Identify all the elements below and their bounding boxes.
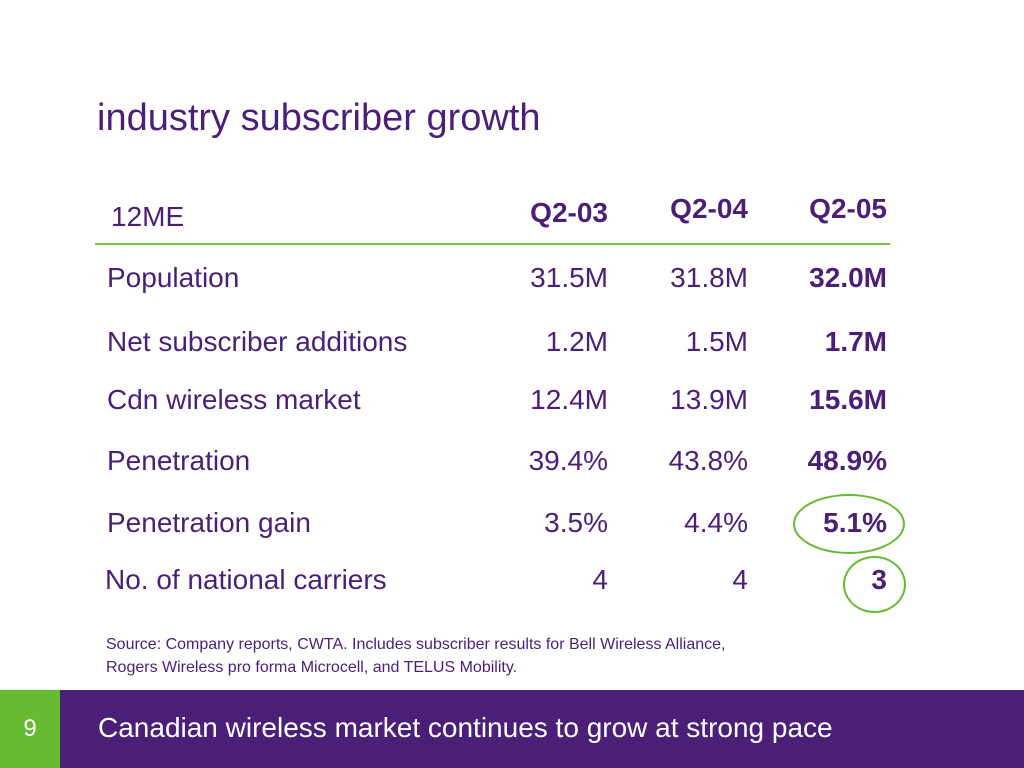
header-divider bbox=[95, 243, 890, 245]
table-cell-highlight: 1.7M bbox=[824, 326, 887, 357]
table-cell: 4 bbox=[732, 564, 748, 595]
page-number: 9 bbox=[0, 690, 60, 768]
source-note: Source: Company reports, CWTA. Includes … bbox=[106, 633, 906, 679]
table-header-label: 12ME bbox=[111, 201, 185, 232]
column-header-q2-03: Q2-03 bbox=[530, 197, 608, 228]
table-cell: 1.5M bbox=[685, 326, 748, 357]
footer-bar: 9 Canadian wireless market continues to … bbox=[0, 690, 1024, 768]
table-cell: 43.8% bbox=[668, 445, 748, 476]
table-cell: 4 bbox=[592, 564, 608, 595]
column-header-q2-05: Q2-05 bbox=[809, 193, 887, 224]
row-label-population: Population bbox=[107, 262, 240, 293]
slide-title: industry subscriber growth bbox=[97, 97, 541, 139]
source-note-line-1: Source: Company reports, CWTA. Includes … bbox=[106, 636, 726, 653]
table-cell: 13.9M bbox=[670, 384, 748, 415]
column-header-q2-04: Q2-04 bbox=[670, 193, 748, 224]
footer-headline: Canadian wireless market continues to gr… bbox=[98, 712, 833, 743]
row-label-cdn-wireless-market: Cdn wireless market bbox=[107, 384, 361, 415]
row-label-net-subscriber-additions: Net subscriber additions bbox=[107, 326, 408, 357]
table-cell: 31.8M bbox=[670, 262, 748, 293]
table-cell-highlight: 48.9% bbox=[807, 445, 887, 476]
row-label-national-carriers: No. of national carriers bbox=[105, 564, 387, 595]
footer-band: Canadian wireless market continues to gr… bbox=[60, 690, 1024, 768]
table-cell: 3.5% bbox=[544, 507, 608, 538]
table-cell: 39.4% bbox=[528, 445, 608, 476]
table-cell: 1.2M bbox=[545, 326, 608, 357]
table-cell-highlight: 32.0M bbox=[809, 262, 887, 293]
source-note-line-2: Rogers Wireless pro forma Microcell, and… bbox=[106, 659, 518, 676]
row-label-penetration-gain: Penetration gain bbox=[107, 507, 311, 538]
row-label-penetration: Penetration bbox=[107, 445, 251, 476]
highlight-circle-penetration-gain bbox=[793, 494, 905, 554]
table-cell: 12.4M bbox=[530, 384, 608, 415]
table-cell-highlight: 15.6M bbox=[809, 384, 887, 415]
table-cell: 4.4% bbox=[684, 507, 748, 538]
highlight-circle-national-carriers bbox=[843, 556, 906, 613]
table-cell: 31.5M bbox=[530, 262, 608, 293]
